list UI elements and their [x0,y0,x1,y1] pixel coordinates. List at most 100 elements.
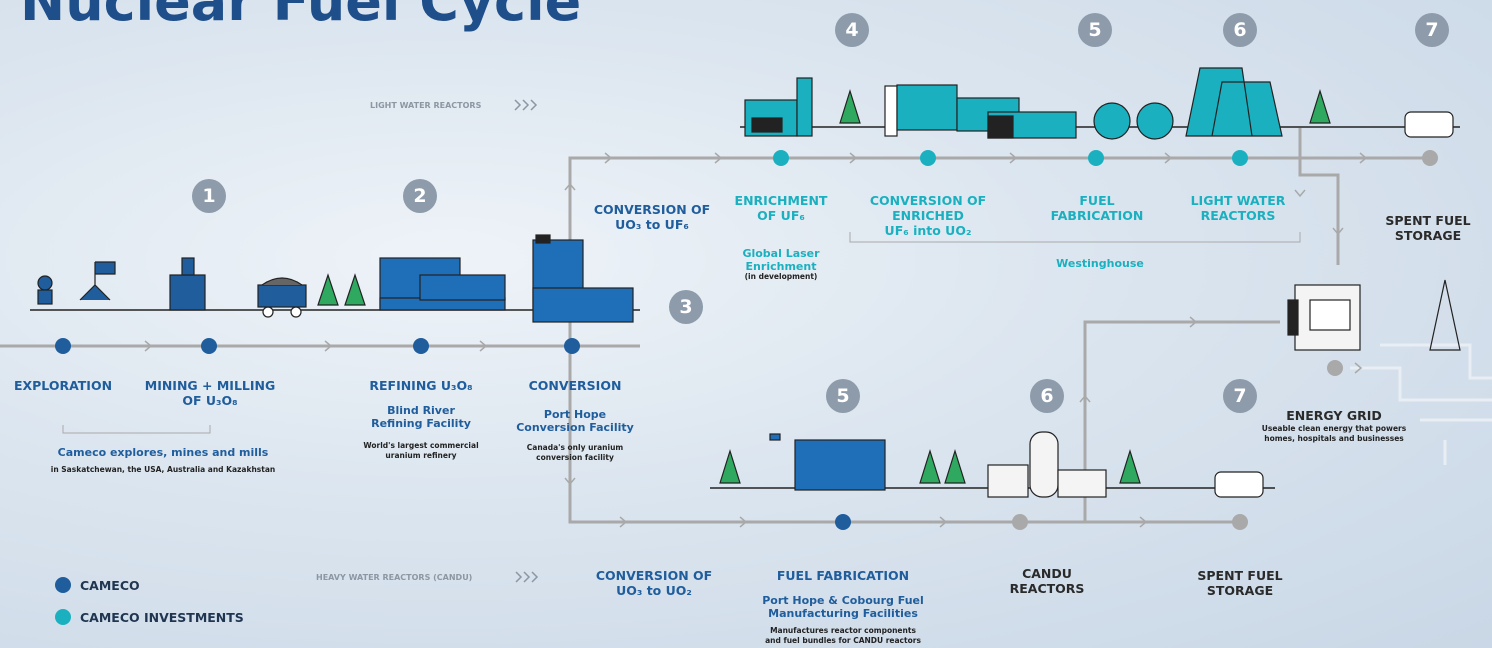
stage-note-block: Manufactures reactor components and fuel … [765,626,921,646]
stage-label: EXPLORATION [13,378,113,393]
stage-note: Canada's only uranium [526,443,624,452]
facilities [37,67,1461,498]
facility-name: Conversion Facility [516,421,634,434]
facility-name-block: Blind River Refining Facility [371,404,471,430]
stage-note: uranium refinery [385,451,457,460]
stage-label: FUEL FABRICATION [776,568,910,583]
stage-label: ENRICHMENT [734,193,828,208]
stage-label: CONVERSION OF [595,568,713,583]
step-number: 6 [1223,13,1257,47]
stage-label: REACTORS [1009,581,1085,596]
stage-label-block: FUEL FABRICATION [1051,193,1144,223]
route-label: LIGHT WATER REACTORS [370,101,482,110]
stage-note: World's largest commercial [363,441,479,450]
facility-name: Manufacturing Facilities [768,607,918,620]
other-dot [1422,150,1438,166]
legend-label: CAMECO [80,578,140,593]
stage-label: CANDU [1022,566,1072,581]
stage-label: UF₆ into UO₂ [884,223,972,238]
investment-dot [920,150,936,166]
step-number: 3 [669,290,703,324]
stage-label: CONVERSION [528,378,622,393]
investment-dot [773,150,789,166]
stage-label-block: CONVERSION OF ENRICHED UF₆ into UO₂ [870,193,986,238]
stage-label: REACTORS [1200,208,1276,223]
stage-label-block: FUEL FABRICATION [777,568,909,583]
stage-label-block: CONVERSION OF UO₃ to UO₂ [596,568,712,598]
group-label: Westinghouse [1056,257,1144,270]
group-note: in Saskatchewan, the USA, Australia and … [50,465,276,474]
cameco-dot [55,338,71,354]
stage-label: ENRICHED [892,208,964,223]
title: Nuclear Fuel Cycle [20,0,582,33]
stage-label: CONVERSION OF [869,193,987,208]
brackets [62,232,1301,434]
stage-label: FUEL [1079,193,1115,208]
chevrons [144,99,1368,583]
stage-label: ENERGY GRID [1286,408,1382,423]
stage-note-block: World's largest commercial uranium refine… [363,441,478,461]
stage-label: SPENT FUEL [1197,568,1283,583]
other-dot [1327,360,1343,376]
stage-label-block: REFINING U₃O₈ [369,378,472,393]
ground-lines [30,126,1460,489]
other-dot [1232,514,1248,530]
grid-lines [1350,343,1492,465]
stage-label: STORAGE [1206,583,1274,598]
stage-note: (in development) [744,272,818,281]
route-label: HEAVY WATER REACTORS (CANDU) [316,573,473,582]
stage-label: SPENT FUEL [1385,213,1471,228]
stage-label-block: LIGHT WATER REACTORS [1191,193,1286,223]
stage-label: UO₃ to UF₆ [615,217,689,232]
step-number: 5 [826,379,860,413]
facility-name: Port Hope & Cobourg Fuel [762,594,924,607]
investment-dot [1232,150,1248,166]
investment-dot [1088,150,1104,166]
step-number: 7 [1223,379,1257,413]
stage-label: OF U₃O₈ [182,393,238,408]
stage-label: LIGHT WATER [1190,193,1286,208]
stage-label-block: ENRICHMENT OF UF₆ [735,193,828,223]
legend-label: CAMECO INVESTMENTS [80,610,244,625]
stage-label: MINING + MILLING [144,378,276,393]
facility-name: Refining Facility [371,417,471,430]
stage-note: homes, hospitals and businesses [1264,434,1404,443]
facility-name: Enrichment [745,260,817,273]
step-number: 7 [1415,13,1449,47]
step-number: 6 [1030,379,1064,413]
facility-name: Blind River [387,404,455,417]
grid-feed-line [1298,128,1340,265]
stage-label-block: SPENT FUEL STORAGE [1385,213,1470,243]
facility-name: Global Laser [742,247,820,260]
legend-swatch [55,577,71,593]
stage-label-block: SPENT FUEL STORAGE [1197,568,1282,598]
candu-grid-line [1083,320,1280,522]
stage-label-block: CONVERSION [529,378,622,393]
stage-label-block: CONVERSION OF UO₃ to UF₆ [594,202,710,232]
stage-note-block: Useable clean energy that powers homes, h… [1262,424,1406,444]
cameco-dot [835,514,851,530]
stage-note-block: (in development) [745,272,818,282]
stage-label-block: CANDU REACTORS [1010,566,1085,596]
stage-note: Useable clean energy that powers [1261,424,1407,433]
stage-label: UO₃ to UO₂ [616,583,692,598]
stage-note: Manufactures reactor components [770,626,916,635]
step-number: 5 [1078,13,1112,47]
stage-label-block: EXPLORATION [14,378,112,393]
stage-label: STORAGE [1394,228,1462,243]
facility-name-block: Port Hope Conversion Facility [516,408,634,434]
other-dot [1012,514,1028,530]
facility-name-block: Global Laser Enrichment [742,247,819,273]
step-number: 2 [403,179,437,213]
group-label: Cameco explores, mines and mills [57,446,269,459]
cameco-dot [201,338,217,354]
stage-label: CONVERSION OF [593,202,711,217]
stage-note: and fuel bundles for CANDU reactors [765,636,921,645]
stage-label: OF UF₆ [757,208,805,223]
stage-label: REFINING U₃O₈ [369,378,473,393]
cameco-dot [564,338,580,354]
stage-dots [55,150,1438,625]
stage-label: FABRICATION [1050,208,1144,223]
